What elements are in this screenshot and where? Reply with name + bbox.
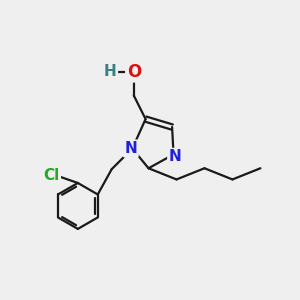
Text: N: N <box>124 141 137 156</box>
Text: H: H <box>104 64 117 80</box>
Text: Cl: Cl <box>43 168 59 183</box>
Text: N: N <box>169 149 182 164</box>
Text: O: O <box>127 63 141 81</box>
